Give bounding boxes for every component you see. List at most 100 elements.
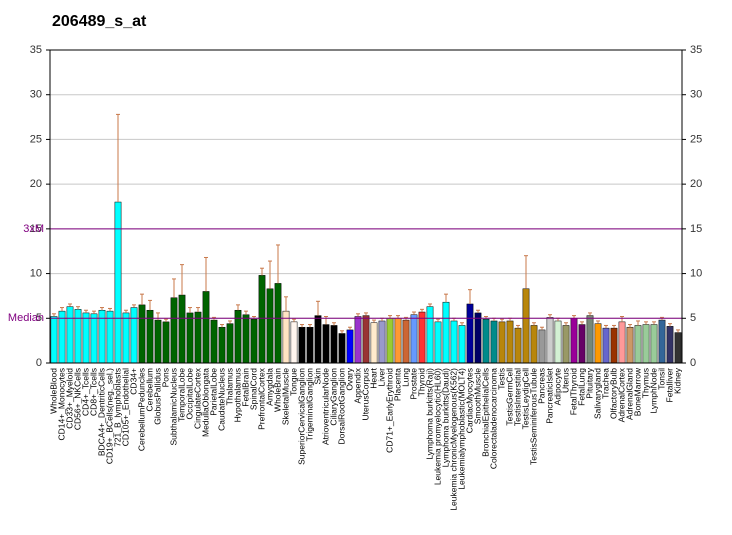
y-tick-label: 5 <box>36 312 42 324</box>
x-tick-label: MedullaOblongata <box>200 368 210 437</box>
x-tick-label: BronchialEpithelialCells <box>480 368 490 457</box>
bar <box>266 288 274 364</box>
reference-label: Median <box>8 312 44 324</box>
x-tick-label: Amygdala <box>264 368 274 406</box>
x-tick-label: OccipitalLobe <box>184 368 194 420</box>
bar <box>210 319 218 364</box>
x-tick-label: Leukemia promyelocytic(HL60) <box>432 368 442 485</box>
bar <box>306 326 314 364</box>
bar <box>354 316 362 364</box>
bar <box>218 326 226 364</box>
x-tick-label: CD8+_Tcells <box>88 368 98 416</box>
bar <box>626 326 634 364</box>
bar <box>634 325 642 364</box>
bar <box>674 332 682 364</box>
x-tick-label: Testis <box>496 368 506 390</box>
x-tick-label: Hypothalamus <box>232 368 242 422</box>
bar <box>522 288 530 364</box>
bar <box>106 310 114 364</box>
y-tick-label: 25 <box>30 133 42 145</box>
y2-tick-label: 0 <box>690 357 696 369</box>
x-tick-label: AdrenalCortex <box>616 367 626 422</box>
bar <box>378 320 386 364</box>
x-tick-label: Liver <box>376 368 386 387</box>
bar <box>386 318 394 364</box>
y2-tick-label: 25 <box>690 133 702 145</box>
x-tick-label: TestisGermCell <box>504 368 514 426</box>
x-tick-label: CingulateCortex <box>192 367 202 429</box>
reference-label: 3xM <box>23 223 44 235</box>
x-tick-label: TrigeminalGanglion <box>304 368 314 442</box>
x-tick-label: Cerebellum <box>144 368 154 411</box>
x-tick-label: Prostate <box>408 368 418 400</box>
y-tick-label: 30 <box>30 89 42 101</box>
x-tick-label: PancreaticIslet <box>544 367 554 423</box>
bar <box>314 315 322 364</box>
y-tick-label: 35 <box>30 44 42 56</box>
y2-tick-label: 5 <box>690 312 696 324</box>
x-tick-label: SuperiorCervicalGanglion <box>296 368 306 465</box>
bar <box>418 311 426 364</box>
y-tick-label: 15 <box>30 223 42 235</box>
x-tick-label: SpinalCord <box>248 368 258 410</box>
x-tick-label: Skin <box>312 368 322 385</box>
bar <box>362 315 370 364</box>
bar <box>66 306 74 364</box>
bar <box>178 294 186 364</box>
bar <box>322 324 330 364</box>
x-tick-label: TestisSeminiferousTubule <box>528 368 538 465</box>
x-tick-label: BoneMarrow <box>632 367 642 416</box>
bar <box>490 320 498 364</box>
x-tick-label: SmoothMuscle <box>472 368 482 424</box>
y-tick-label: 0 <box>36 357 42 369</box>
bar <box>434 321 442 364</box>
bar <box>570 318 578 364</box>
x-tick-label: PrefrontalCortex <box>256 367 266 430</box>
bar <box>642 324 650 364</box>
x-tick-label: BDCA4+_DentriticCells <box>96 368 106 456</box>
chart-title: 206489_s_at <box>52 13 147 30</box>
x-tick-label: Pons <box>160 368 170 387</box>
y2-tick-label: 30 <box>690 89 702 101</box>
bar <box>466 303 474 364</box>
x-tick-label: Uterus <box>560 368 570 393</box>
y-tick-label: 10 <box>30 267 42 279</box>
bar <box>650 324 658 364</box>
bar <box>74 309 82 364</box>
x-tick-label: FetalLung <box>576 368 586 406</box>
x-tick-label: CiliaryGanglion <box>328 368 338 426</box>
bar <box>290 321 298 364</box>
x-tick-label: Pancreas <box>536 368 546 404</box>
x-tick-label: Lung <box>400 368 410 387</box>
bar <box>658 319 666 364</box>
x-tick-label: UterusCorpus <box>360 368 370 420</box>
bar <box>402 319 410 364</box>
x-tick-label: TestisInterstitial <box>512 368 522 426</box>
bar <box>202 291 210 364</box>
bar <box>242 314 250 364</box>
x-tick-label: AtrioventricularNode <box>320 368 330 445</box>
bar <box>194 311 202 364</box>
x-tick-label: CD71+_EarlyErythroid <box>384 368 394 453</box>
x-tick-label: SkeletalMuscle <box>280 368 290 425</box>
bar <box>130 307 138 364</box>
bar <box>610 327 618 364</box>
bar <box>162 321 170 364</box>
bar <box>346 329 354 364</box>
bar <box>282 310 290 364</box>
y2-tick-label: 35 <box>690 44 702 56</box>
bar <box>226 323 234 364</box>
bar <box>274 283 282 364</box>
bar <box>298 326 306 364</box>
bar <box>514 327 522 364</box>
x-tick-label: TemporalLobe <box>176 368 186 422</box>
bar <box>50 316 58 364</box>
x-tick-label: CaudateNucleus <box>216 368 226 431</box>
x-tick-label: Thalamus <box>224 368 234 405</box>
x-tick-label: Placenta <box>392 368 402 401</box>
x-tick-label: Appendix <box>352 367 362 403</box>
bar <box>186 312 194 364</box>
x-tick-label: Heart <box>368 367 378 388</box>
bar <box>82 312 90 364</box>
